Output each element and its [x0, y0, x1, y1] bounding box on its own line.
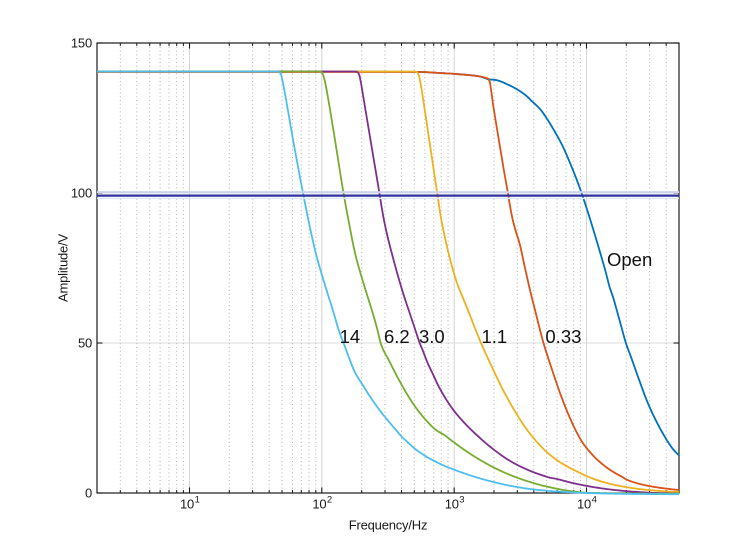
- svg-text:100: 100: [71, 186, 92, 201]
- svg-text:0.33: 0.33: [545, 326, 581, 347]
- svg-text:10: 10: [445, 497, 459, 512]
- svg-text:14: 14: [340, 326, 361, 347]
- svg-text:Amplitude/V: Amplitude/V: [56, 234, 71, 302]
- svg-text:4: 4: [592, 495, 597, 506]
- svg-text:10: 10: [312, 497, 326, 512]
- svg-text:150: 150: [71, 36, 92, 51]
- svg-text:0: 0: [85, 486, 92, 501]
- svg-text:3.0: 3.0: [419, 326, 445, 347]
- svg-text:1: 1: [195, 495, 200, 506]
- svg-text:3: 3: [459, 495, 464, 506]
- svg-text:10: 10: [577, 497, 591, 512]
- svg-text:6.2: 6.2: [384, 326, 410, 347]
- svg-text:1.1: 1.1: [482, 326, 508, 347]
- svg-text:10: 10: [180, 497, 194, 512]
- svg-text:50: 50: [78, 336, 92, 351]
- svg-text:Open: Open: [607, 249, 652, 270]
- svg-text:2: 2: [327, 495, 332, 506]
- svg-text:Frequency/Hz: Frequency/Hz: [349, 517, 428, 532]
